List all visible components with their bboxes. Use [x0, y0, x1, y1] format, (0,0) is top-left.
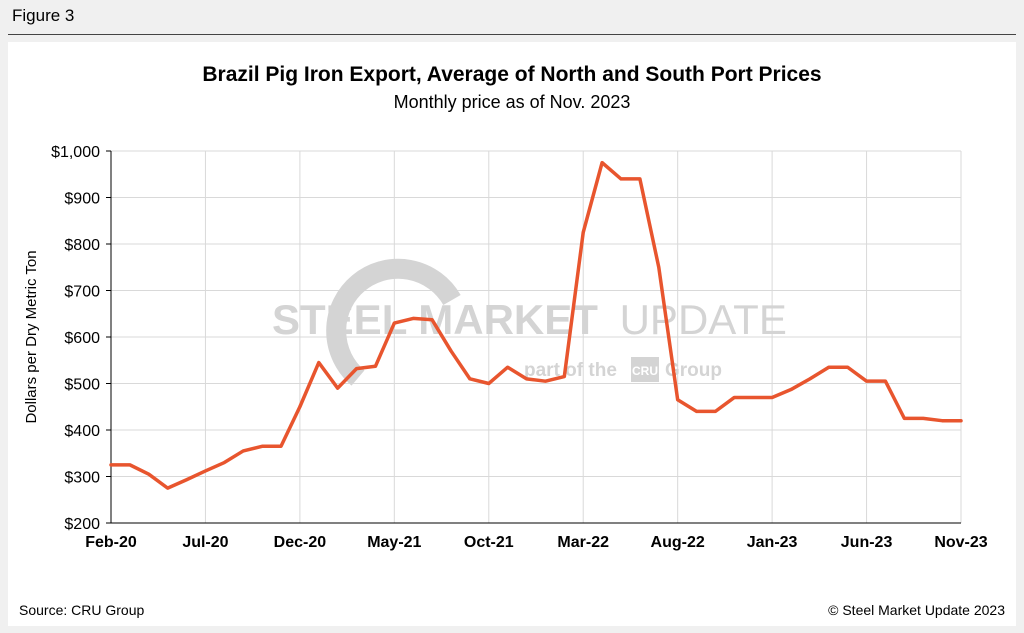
data-point	[770, 396, 774, 399]
data-point	[714, 410, 717, 413]
y-tick-label: $900	[64, 191, 100, 208]
data-point	[185, 478, 188, 481]
watermark-badge	[631, 357, 659, 382]
x-tick-label: Oct-21	[464, 534, 514, 551]
data-point	[846, 366, 849, 369]
data-point	[166, 486, 169, 490]
data-point	[374, 365, 377, 368]
data-point	[317, 361, 320, 364]
data-point	[676, 398, 679, 401]
data-point	[789, 388, 793, 391]
x-tick-label: Jul-20	[182, 534, 228, 551]
data-point	[733, 396, 736, 399]
figure-divider	[8, 34, 1016, 35]
data-point	[940, 419, 944, 422]
data-point	[865, 379, 868, 383]
data-point	[298, 405, 302, 408]
watermark-badge-text: CRU	[632, 364, 658, 378]
data-point	[223, 461, 226, 464]
y-tick-label: $800	[64, 237, 100, 254]
data-point	[619, 177, 623, 181]
x-tick-label: Mar-22	[557, 534, 609, 551]
axes	[106, 150, 961, 524]
data-point	[355, 367, 358, 370]
watermark-subtext-post: Group	[665, 360, 722, 381]
grid-lines	[111, 150, 962, 523]
y-tick-label: $1,000	[51, 144, 100, 161]
data-point	[449, 349, 453, 353]
watermark-arc	[326, 258, 461, 386]
data-point	[487, 382, 490, 385]
data-point	[204, 469, 207, 473]
x-tick-label: Dec-20	[274, 534, 327, 551]
data-point	[638, 177, 642, 181]
data-point	[506, 366, 509, 369]
figure-label: Figure 3	[12, 6, 75, 25]
data-point	[260, 445, 264, 448]
data-point	[752, 396, 755, 399]
data-point	[903, 417, 906, 420]
data-point	[109, 463, 113, 467]
data-point	[468, 377, 472, 381]
copyright-note: © Steel Market Update 2023	[828, 602, 1005, 618]
y-axis-label: Dollars per Dry Metric Ton	[23, 250, 40, 423]
data-point	[657, 266, 660, 269]
x-tick-labels: Feb-20 Jul-20 Dec-20 May-21 Oct-21 Mar-22 Aug-…	[85, 534, 988, 551]
data-point	[430, 318, 434, 321]
x-tick-label: May-21	[367, 534, 421, 551]
data-points	[109, 161, 963, 490]
data-point	[922, 417, 925, 420]
y-tick-labels: $200 $300 $400 $500 $600 $700 $800 $900 $1,000	[51, 144, 100, 533]
y-tick-label: $400	[64, 423, 100, 440]
watermark-logo: STEEL MARKET UPDATE part of the CRU Grou…	[272, 258, 787, 386]
y-tick-label: $200	[64, 516, 100, 533]
series-line	[109, 160, 963, 490]
x-tick-label: Nov-23	[934, 534, 987, 551]
data-point	[128, 463, 132, 467]
chart-panel	[8, 42, 1016, 626]
watermark-light: UPDATE	[620, 296, 787, 343]
source-note: Source: CRU Group	[19, 602, 145, 618]
chart-title: Brazil Pig Iron Export, Average of North…	[202, 63, 822, 86]
y-tick-label: $300	[64, 470, 100, 487]
data-point	[808, 377, 812, 381]
data-point	[412, 317, 415, 320]
x-tick-label: Feb-20	[85, 534, 137, 551]
data-point	[959, 419, 963, 422]
data-point	[544, 379, 547, 383]
y-tick-label: $500	[64, 377, 100, 394]
watermark-subtext: part of the	[524, 360, 617, 381]
data-point	[393, 321, 396, 325]
data-point	[582, 231, 585, 234]
data-point	[563, 375, 566, 378]
data-point	[525, 377, 528, 381]
watermark-sub-pre: part of the	[524, 360, 617, 381]
data-point	[279, 445, 283, 448]
chart-subtitle: Monthly price as of Nov. 2023	[393, 92, 631, 112]
data-point	[147, 472, 150, 476]
y-tick-label: $700	[64, 284, 100, 301]
data-point	[600, 161, 604, 164]
watermark-bold: STEEL MARKET	[272, 296, 598, 343]
data-point	[336, 386, 339, 390]
y-tick-label: $600	[64, 330, 100, 347]
x-tick-label: Jan-23	[747, 534, 798, 551]
data-point	[242, 449, 245, 453]
watermark-text: STEEL MARKET UPDATE	[272, 296, 787, 343]
x-tick-label: Aug-22	[651, 534, 705, 551]
data-point	[884, 379, 887, 383]
x-tick-label: Jun-23	[841, 534, 893, 551]
data-point	[695, 410, 698, 413]
data-point	[827, 366, 830, 369]
